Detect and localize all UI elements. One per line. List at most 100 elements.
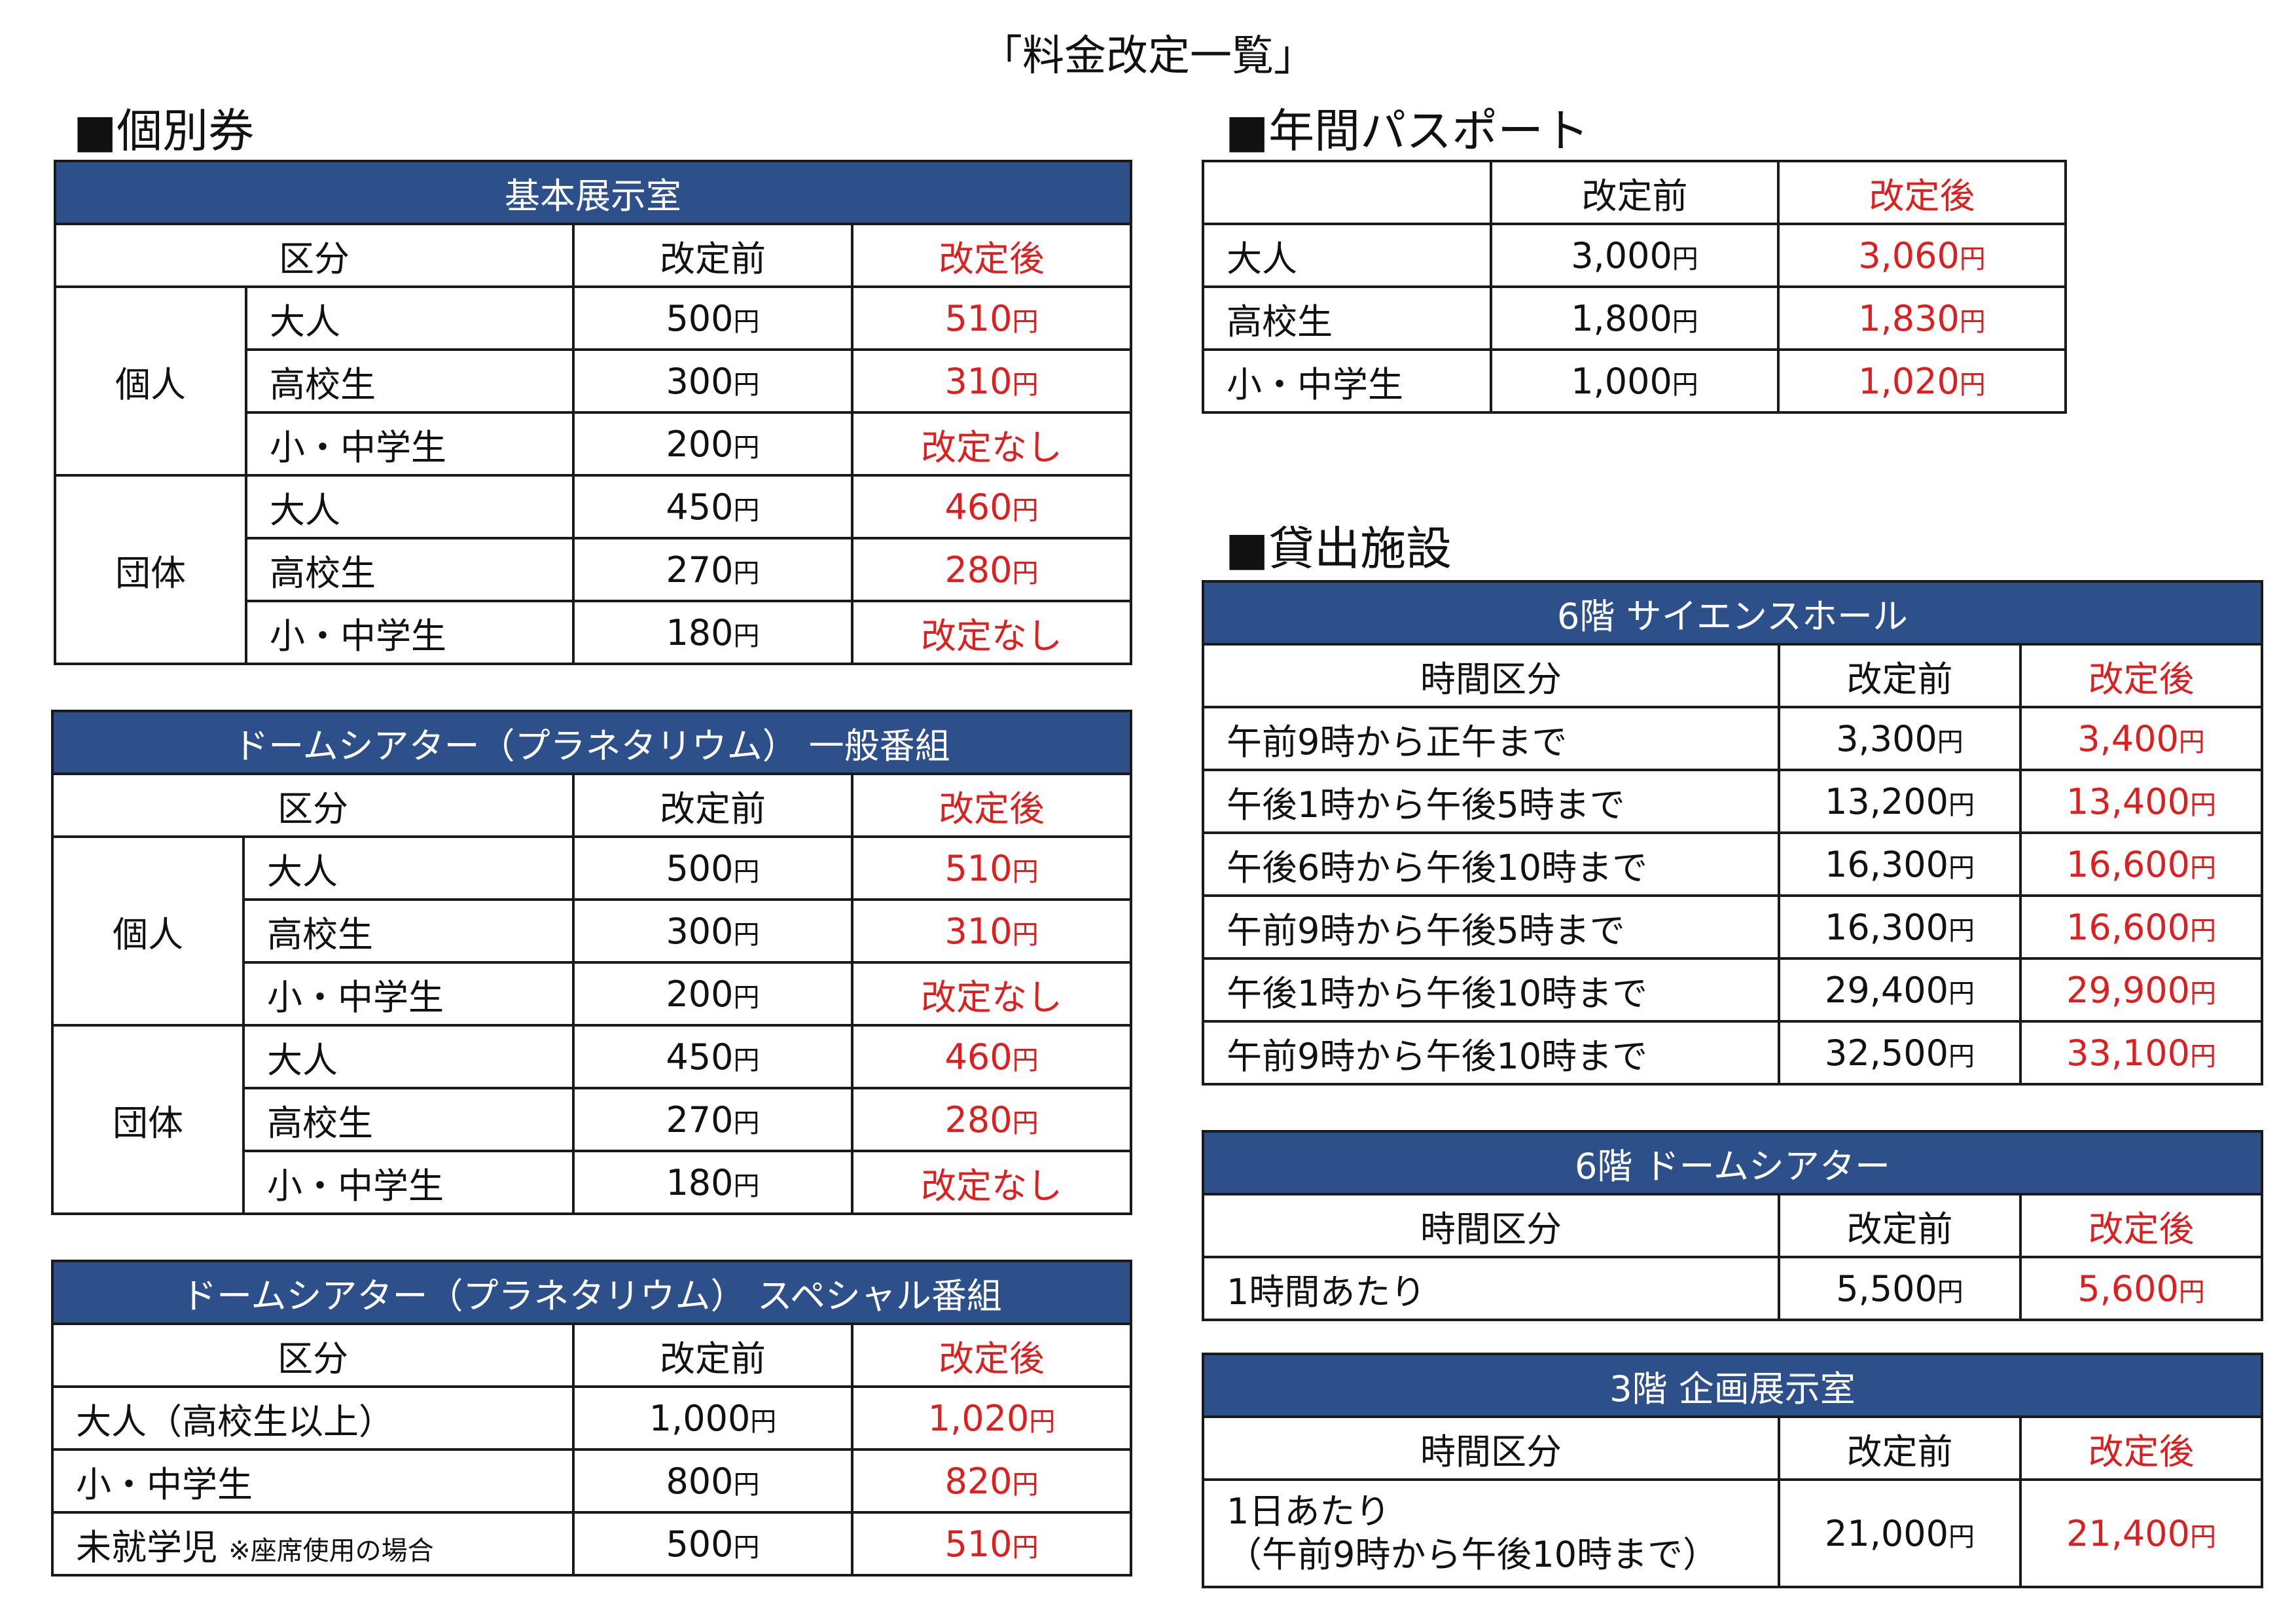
col-before: 改定前 — [572, 1322, 853, 1388]
price-before: 21,000円 — [1778, 1478, 2022, 1588]
row-label: 午後1時から午後10時まで — [1202, 957, 1780, 1023]
price-before: 500円 — [572, 285, 853, 351]
price-before: 450円 — [572, 474, 853, 539]
science-hall-title: 6階 サイエンスホール — [1202, 580, 2263, 646]
price-before: 13,200円 — [1778, 769, 2022, 834]
row-label: 小・中学生 — [245, 600, 575, 665]
price-before: 200円 — [572, 411, 853, 477]
col-category: 区分 — [51, 773, 575, 838]
rental-heading: ■貸出施設 — [1225, 522, 1452, 575]
price-after: 820円 — [850, 1448, 1133, 1514]
price-after: 13,400円 — [2019, 769, 2263, 834]
price-after: 310円 — [851, 348, 1132, 414]
price-after: 1,020円 — [850, 1385, 1133, 1451]
price-after: 33,100円 — [2019, 1020, 2263, 1085]
price-after: 改定なし — [851, 411, 1132, 477]
col-after: 改定後 — [850, 1322, 1133, 1388]
price-before: 270円 — [572, 1087, 853, 1152]
col-time: 時間区分 — [1202, 1415, 1780, 1481]
exhibition-room-title: 3階 企画展示室 — [1201, 1353, 2264, 1418]
price-after: 510円 — [850, 1511, 1133, 1577]
price-after: 460円 — [850, 1024, 1133, 1089]
passport-heading: ■年間パスポート — [1225, 104, 1590, 158]
price-before: 3,300円 — [1778, 706, 2022, 771]
dome-special-title: ドームシアター（プラネタリウム） スペシャル番組 — [50, 1260, 1133, 1325]
col-after: 改定後 — [1777, 160, 2067, 225]
basic-exhibition-table: 基本展示室 区分 改定前 改定後 個人 大人 500円 510円 高校生 300… — [54, 160, 1132, 665]
row-label: 小・中学生 — [245, 411, 575, 477]
group-individual: 個人 — [54, 285, 247, 477]
row-label: 午前9時から午後5時まで — [1202, 894, 1780, 960]
col-before: 改定前 — [1778, 643, 2022, 708]
price-after: 改定なし — [851, 600, 1132, 665]
price-after: 510円 — [851, 285, 1132, 351]
price-after: 5,600円 — [2019, 1256, 2263, 1321]
row-label: 大人 — [242, 1024, 575, 1089]
row-label: 高校生 — [245, 537, 575, 602]
row-label: 大人 — [245, 474, 575, 539]
price-after: 280円 — [851, 537, 1132, 602]
price-before: 29,400円 — [1778, 957, 2022, 1023]
seat-note: ※座席使用の場合 — [228, 1535, 434, 1566]
price-after: 改定なし — [850, 1150, 1133, 1215]
price-before: 1,000円 — [1490, 348, 1780, 414]
price-after: 21,400円 — [2018, 1478, 2264, 1588]
row-label: 大人（高校生以上） — [51, 1385, 575, 1451]
row-label: 小・中学生 — [1202, 348, 1492, 414]
price-after: 29,900円 — [2019, 957, 2263, 1023]
price-before: 3,000円 — [1490, 223, 1780, 288]
col-before: 改定前 — [1778, 1415, 2022, 1481]
price-before: 180円 — [572, 600, 853, 665]
price-before: 450円 — [572, 1024, 853, 1089]
passport-table: 改定前 改定後 大人 3,000円 3,060円 高校生 1,800円 1,83… — [1202, 160, 2067, 414]
col-before: 改定前 — [1490, 160, 1780, 225]
science-hall-table: 6階 サイエンスホール 時間区分 改定前 改定後 午前9時から正午まで 3,30… — [1202, 580, 2263, 1085]
price-before: 180円 — [572, 1150, 853, 1215]
price-before: 200円 — [572, 961, 853, 1027]
price-after: 16,600円 — [2019, 894, 2263, 960]
price-before: 1,000円 — [572, 1385, 853, 1451]
col-before: 改定前 — [1778, 1193, 2022, 1258]
col-category: 区分 — [54, 223, 575, 288]
group-organization: 団体 — [54, 474, 247, 665]
col-category: 区分 — [51, 1322, 575, 1388]
col-after: 改定後 — [2019, 643, 2263, 708]
row-label: 未就学児 ※座席使用の場合 — [51, 1511, 575, 1577]
col-after: 改定後 — [2019, 1193, 2263, 1258]
group-organization: 団体 — [51, 1024, 245, 1215]
row-label: 小・中学生 — [242, 961, 575, 1027]
row-label: 午後1時から午後5時まで — [1202, 769, 1780, 834]
price-before: 32,500円 — [1778, 1020, 2022, 1085]
col-time: 時間区分 — [1202, 1193, 1780, 1258]
row-label: 1時間あたり — [1202, 1256, 1780, 1321]
price-after: 1,830円 — [1777, 285, 2067, 351]
row-label: 午後6時から午後10時まで — [1202, 831, 1780, 897]
col-after: 改定後 — [851, 223, 1132, 288]
row-label: 大人 — [1202, 223, 1492, 288]
price-before: 16,300円 — [1778, 831, 2022, 897]
row-label: 高校生 — [1202, 285, 1492, 351]
row-label: 大人 — [242, 835, 575, 901]
price-after: 改定なし — [850, 961, 1133, 1027]
price-after: 3,060円 — [1777, 223, 2067, 288]
col-after: 改定後 — [850, 773, 1133, 838]
col-before: 改定前 — [572, 223, 853, 288]
price-before: 500円 — [572, 835, 853, 901]
price-after: 280円 — [850, 1087, 1133, 1152]
row-label: 大人 — [245, 285, 575, 351]
col-before: 改定前 — [572, 773, 853, 838]
dome-theater-rental-table: 6階 ドームシアター 時間区分 改定前 改定後 1時間あたり 5,500円 5,… — [1202, 1130, 2263, 1321]
price-after: 3,400円 — [2019, 706, 2263, 771]
row-label: 午前9時から正午まで — [1202, 706, 1780, 771]
price-before: 300円 — [572, 348, 853, 414]
individual-heading: ■個別券 — [73, 104, 255, 158]
price-after: 310円 — [850, 898, 1133, 964]
row-label: 午前9時から午後10時まで — [1202, 1020, 1780, 1085]
price-before: 270円 — [572, 537, 853, 602]
dome-general-table: ドームシアター（プラネタリウム） 一般番組 区分 改定前 改定後 個人 大人 5… — [50, 710, 1133, 1215]
group-individual: 個人 — [51, 835, 245, 1027]
price-after: 16,600円 — [2019, 831, 2263, 897]
row-label: 高校生 — [242, 1087, 575, 1152]
dome-general-title: ドームシアター（プラネタリウム） 一般番組 — [50, 710, 1133, 775]
col-time: 時間区分 — [1202, 643, 1780, 708]
